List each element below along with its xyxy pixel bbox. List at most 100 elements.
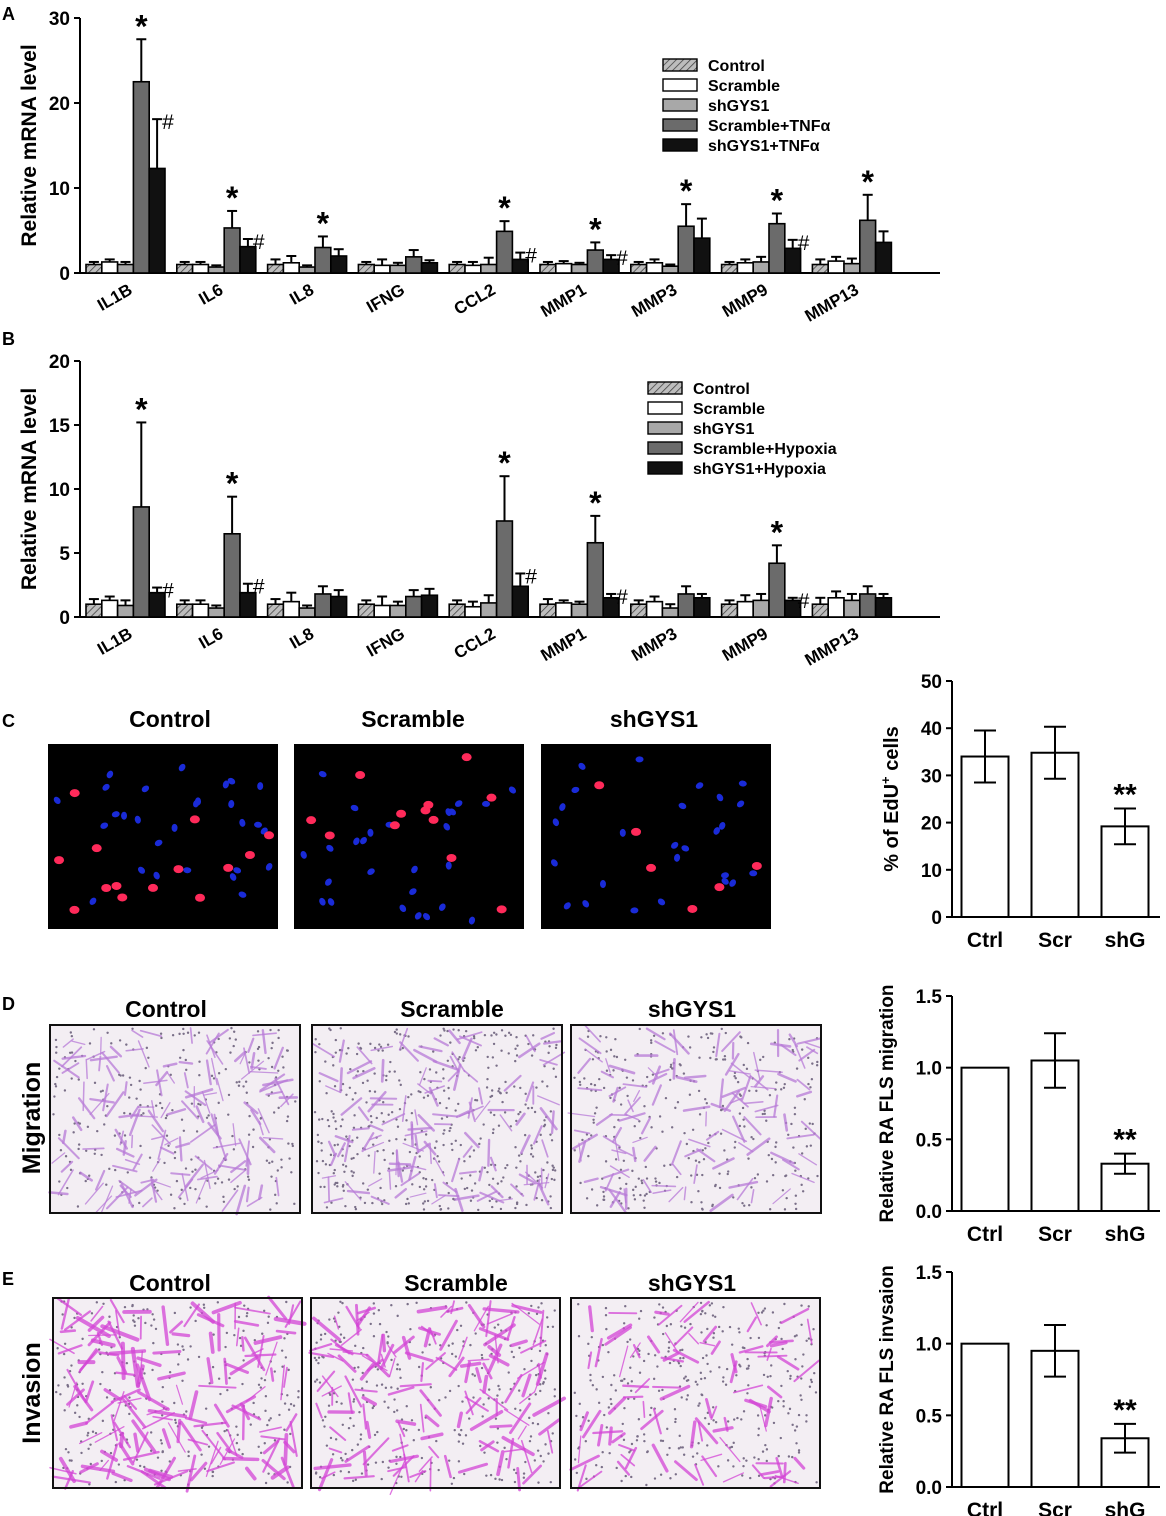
pore-dot [421,1351,424,1354]
pore-dot [544,1377,547,1380]
pore-dot [350,1157,353,1160]
pore-dot [726,1420,730,1423]
pore-dot [642,1199,645,1202]
pore-dot [387,1406,390,1409]
bar [266,263,285,274]
pore-dot [782,1405,785,1408]
pore-dot [315,1471,318,1474]
stained-cell [51,1152,66,1164]
stained-cell [746,1137,771,1156]
fluorescence-image [294,744,524,929]
pore-dot [669,1078,672,1082]
pore-dot [353,1114,356,1117]
pore-dot [449,1126,452,1130]
legend-swatch [647,441,683,455]
pore-dot [793,1106,797,1109]
stained-cell [225,1362,250,1374]
stained-cell [325,1085,342,1094]
significance-star: * [771,183,784,219]
pore-dot [657,1389,661,1393]
stained-cell [520,1439,533,1474]
pore-dot [241,1452,244,1456]
pore-dot [133,1324,137,1327]
stained-cell [599,1185,628,1197]
stained-cell [327,1140,337,1156]
stained-cell [110,1388,141,1404]
pore-dot [182,1348,185,1352]
pore-dot [417,1428,421,1432]
pore-dot [367,1154,371,1157]
pore-dot [359,1433,363,1436]
nucleus-edu [751,861,762,870]
bar [827,596,845,618]
stained-cell [253,1335,283,1345]
nucleus-blue [716,793,724,802]
pore-dot [386,1043,390,1046]
stained-cell [170,1172,191,1176]
pore-dot [750,1136,753,1139]
pore-dot [263,1309,266,1313]
pore-dot [618,1086,621,1090]
pore-dot [330,1110,333,1113]
x-tick-label: Ctrl [967,929,1003,952]
bar [661,265,680,274]
stained-cell [614,1137,620,1162]
pore-dot [135,1458,139,1461]
pore-dot [631,1188,635,1192]
pore-dot [374,1461,378,1464]
pore-dot [765,1448,769,1451]
pore-dot [674,1473,678,1476]
pore-dot [389,1060,392,1064]
pore-dot [267,1315,270,1318]
pore-dot [459,1143,462,1147]
pore-dot [709,1056,712,1060]
stained-cell [567,1112,596,1118]
pore-dot [269,1028,272,1032]
stained-cell [205,1059,212,1086]
pore-dot [407,1202,411,1205]
pore-dot [333,1183,336,1186]
pore-dot [780,1384,783,1388]
pore-dot [369,1114,373,1118]
pore-dot [486,1055,489,1059]
stained-cell [82,1147,105,1150]
pore-dot [329,1028,332,1032]
pore-dot [55,1390,58,1394]
stained-cell [206,1357,214,1385]
stained-cell [71,1116,83,1132]
stained-cell [414,1109,419,1126]
pore-dot [483,1451,486,1454]
pore-dot [481,1356,484,1360]
pore-dot [701,1310,704,1313]
pore-dot [694,1159,698,1162]
stained-cell [399,1041,419,1062]
pore-dot [471,1373,474,1376]
bar [101,599,119,618]
pore-dot [494,1417,498,1420]
stained-cell [211,1300,242,1315]
pore-dot [313,1110,317,1114]
pore-dot [506,1163,509,1167]
pore-dot [332,1116,335,1119]
pore-dot [435,1071,438,1074]
stained-cell [330,1152,338,1166]
pore-dot [281,1055,284,1058]
pore-dot [472,1396,475,1399]
pore-dot [755,1089,758,1093]
pore-dot [551,1325,555,1328]
bar [132,506,150,618]
pore-dot [77,1078,80,1081]
pore-dot [685,1142,689,1146]
stained-cell [283,1433,289,1466]
stained-cell [467,1303,486,1329]
stained-cell [457,1462,489,1474]
pore-dot [549,1195,552,1198]
stained-cell [409,1470,427,1479]
pore-dot [315,1378,319,1381]
pore-dot [368,1089,372,1093]
stained-cell [419,1389,442,1417]
pore-dot [372,1335,376,1338]
pore-dot [480,1353,484,1357]
pore-dot [197,1355,201,1359]
stained-cell [640,1409,664,1431]
